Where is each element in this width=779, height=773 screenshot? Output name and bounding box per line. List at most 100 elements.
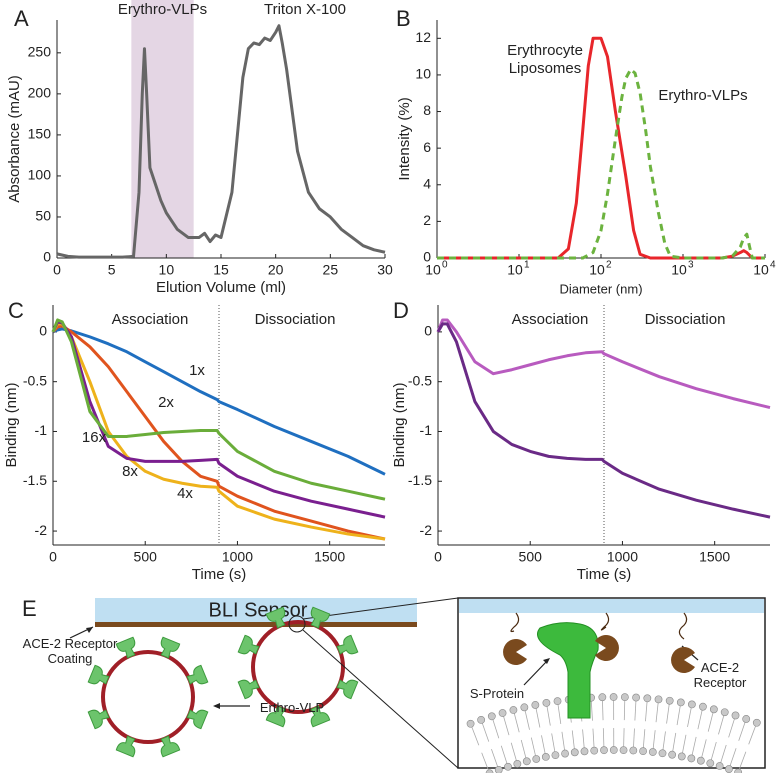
y-tick-label: -1.5 (23, 472, 47, 488)
x-tick-label: 20 (268, 262, 284, 278)
lipid-head (699, 702, 707, 711)
series-line (436, 322, 771, 519)
receptor-label: ACE-2 Receptor (693, 660, 747, 690)
lipid-head (598, 693, 607, 702)
lipid-head (742, 715, 751, 723)
receptors (503, 612, 695, 673)
spike (87, 664, 110, 685)
spike (265, 606, 286, 629)
lipid-head (532, 755, 541, 763)
series-line (437, 36, 765, 260)
receptor-tether (510, 612, 520, 633)
membrane (466, 693, 761, 773)
x-tick-label: 30 (377, 262, 393, 278)
series-line (437, 67, 765, 260)
lipid-head (609, 693, 618, 701)
lipid-head (731, 711, 740, 720)
lipid-head (513, 759, 522, 768)
lipid-head (687, 700, 696, 709)
y-tick-label: -0.5 (408, 372, 432, 388)
lipid-head (522, 757, 531, 766)
y-tick-label: 12 (415, 29, 431, 45)
y-tick-label: -2 (35, 522, 48, 538)
lipid-head (639, 747, 647, 756)
x-axis-label: Time (s) (192, 566, 246, 583)
lipid-head (494, 765, 503, 773)
series-label: Erythro-VLPs (658, 87, 748, 104)
lipid-head (668, 750, 677, 759)
spike (310, 705, 331, 728)
y-axis-label: Absorbance (mAU) (6, 75, 23, 203)
lipid-head (580, 747, 589, 756)
lipid-head (654, 695, 663, 704)
vlp (101, 650, 195, 744)
lipid-head (620, 693, 629, 702)
sensor (459, 599, 764, 613)
x-axis-label: Elution Volume (ml) (156, 279, 286, 296)
lipid-head (600, 746, 608, 755)
x-tick-label: 1000 (222, 549, 253, 565)
x-tick-exponent: 3 (688, 260, 694, 271)
series-label: 2x (158, 394, 174, 411)
spike (336, 679, 359, 700)
series-line (51, 324, 386, 541)
y-tick-label: 200 (28, 85, 52, 101)
x-tick-exponent: 2 (606, 260, 612, 271)
x-tick-exponent: 4 (770, 260, 776, 271)
annotation: Triton X-100 (264, 1, 346, 18)
x-tick-label: 10 (159, 262, 175, 278)
spike (87, 709, 110, 730)
spike (336, 634, 359, 655)
lipid-head (676, 698, 685, 707)
vlp-label: Erthro-VLP (259, 700, 325, 715)
x-tick-label: 5 (108, 262, 116, 278)
annotation: Association (512, 311, 589, 328)
series-label: Erythrocyte Liposomes (507, 42, 583, 77)
x-axis-label: Diameter (nm) (559, 281, 642, 296)
x-tick-label: 1500 (699, 549, 730, 565)
x-tick-label: 10 (671, 262, 687, 278)
lipid-head (570, 748, 579, 757)
panel-letter: A (14, 6, 29, 31)
x-tick-label: 1500 (314, 549, 345, 565)
callout-line (302, 629, 459, 769)
y-axis-label: Binding (nm) (3, 382, 20, 467)
series-line (51, 320, 386, 519)
x-tick-label: 0 (53, 262, 61, 278)
x-tick-label: 0 (434, 549, 442, 565)
lipid-head (619, 746, 628, 755)
y-tick-label: 10 (415, 66, 431, 82)
receptor (671, 647, 695, 673)
lipid-head (629, 746, 638, 755)
lipid-head (553, 697, 562, 706)
lipid-head (752, 718, 761, 727)
y-tick-label: 0 (423, 249, 431, 265)
series-label: 8x (122, 463, 138, 480)
lipid-head (485, 769, 494, 773)
series-label: 16x (82, 429, 107, 446)
y-tick-label: 100 (28, 167, 52, 183)
lipid-head (648, 748, 657, 756)
x-tick-label: 10 (507, 262, 523, 278)
y-tick-label: 6 (423, 139, 431, 155)
spike (310, 606, 331, 629)
lipid-head (477, 715, 486, 724)
series-label: 1x (189, 362, 205, 379)
annotation: Dissociation (255, 311, 336, 328)
lipid-head (709, 705, 718, 714)
spike (237, 679, 260, 700)
lipid-head (542, 698, 551, 707)
lipid-head (658, 749, 667, 758)
lipid-head (696, 756, 705, 765)
region-label: Erythro-VLPs (118, 1, 207, 18)
x-tick-label: 10 (425, 262, 441, 278)
spike (115, 636, 136, 659)
lipid-head (487, 712, 496, 721)
panel-letter: B (396, 6, 411, 31)
lipid-head (504, 762, 512, 771)
y-axis-label: Binding (nm) (391, 382, 408, 467)
arrow-head (86, 627, 93, 633)
x-tick-label: 15 (213, 262, 229, 278)
lipid-head (466, 719, 475, 728)
